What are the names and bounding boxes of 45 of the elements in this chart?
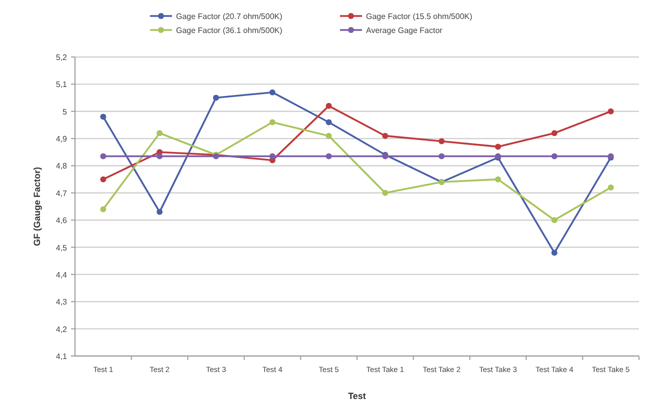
point: [551, 250, 558, 256]
point: [438, 153, 445, 160]
point: [326, 153, 332, 160]
point: [100, 206, 106, 212]
y-tick-label: 4,4: [56, 270, 68, 280]
y-tick-label: 4,5: [56, 243, 68, 252]
point: [269, 153, 276, 160]
point: [438, 138, 445, 144]
y-axis-title: GF (Gauge Factor): [32, 166, 42, 246]
point: [495, 176, 501, 182]
point: [326, 102, 332, 109]
y-tick-label: 4,8: [56, 162, 68, 171]
y-tick-label: 4,3: [56, 298, 68, 307]
legend-label: Gage Factor (15.5 ohm/500K): [366, 12, 473, 21]
point: [100, 114, 106, 120]
y-tick-label: 4,6: [56, 216, 68, 226]
point: [156, 153, 163, 160]
point: [100, 176, 106, 182]
point: [495, 144, 501, 150]
y-tick-label: 5,2: [56, 53, 68, 62]
point: [551, 130, 558, 136]
legend-label: Average Gage Factor: [366, 26, 443, 35]
x-axis-title: Test: [348, 391, 366, 401]
point: [608, 184, 614, 190]
point: [156, 208, 163, 215]
y-tick-label: 4,7: [56, 188, 68, 198]
point: [156, 130, 163, 136]
point: [100, 153, 106, 160]
legend-label: Gage Factor (20.7 ohm/500K): [176, 12, 283, 21]
point: [551, 217, 558, 224]
y-tick-label: 4,9: [56, 134, 68, 144]
legend-label: Gage Factor (36.1 ohm/500K): [176, 26, 283, 35]
y-tick-label: 4,1: [56, 352, 68, 361]
point: [269, 89, 276, 96]
point: [326, 132, 332, 139]
y-tick-label: 4,2: [56, 324, 68, 334]
point: [551, 153, 558, 160]
point: [269, 119, 276, 126]
point: [326, 119, 332, 126]
point: [382, 132, 388, 139]
point: [213, 94, 219, 101]
point: [382, 190, 388, 196]
point: [608, 108, 614, 114]
y-tick-label: 5,1: [56, 80, 68, 90]
y-tick-label: 5: [62, 107, 68, 116]
